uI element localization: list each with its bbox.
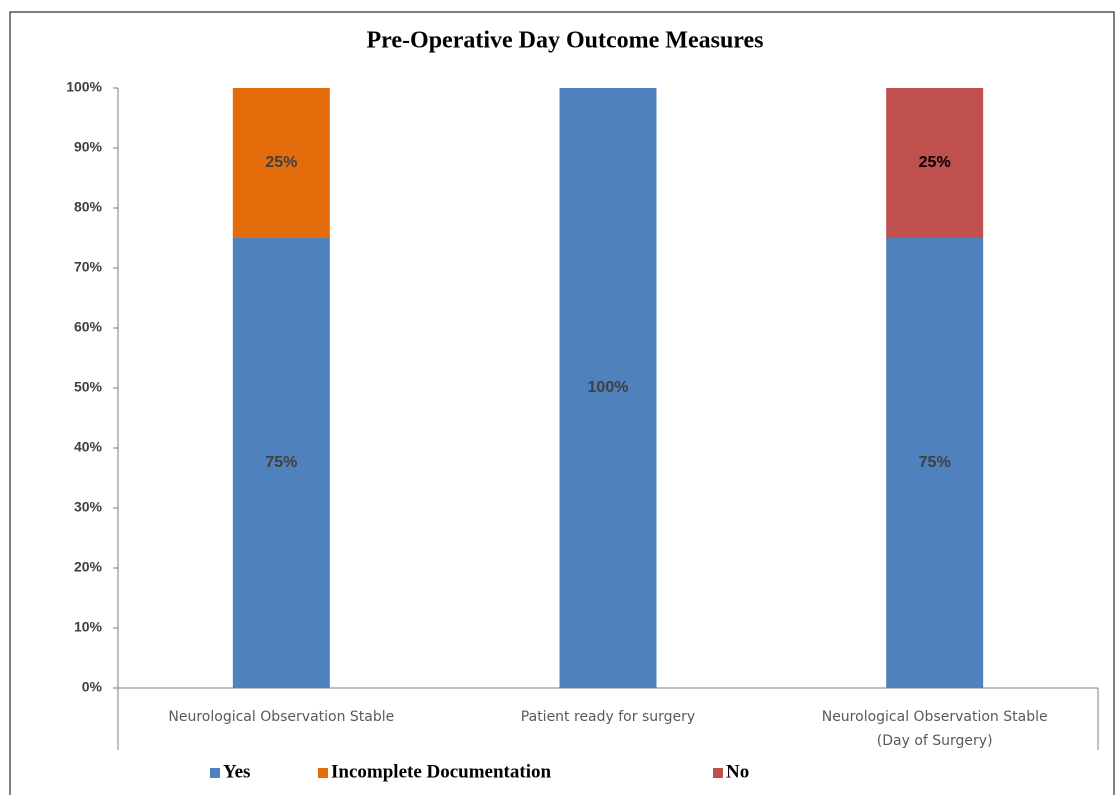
bar-segment: [886, 88, 984, 238]
x-tick-label: Patient ready for surgery: [520, 709, 696, 725]
y-tick-label: 50%: [74, 379, 103, 395]
y-tick-label: 10%: [74, 619, 103, 635]
x-tick-label: Neurological Observation Stable: [168, 709, 395, 725]
y-tick-label: 20%: [74, 559, 103, 575]
y-tick-label: 90%: [74, 139, 103, 155]
data-label: 75%: [919, 454, 951, 471]
bar-segment: [232, 88, 330, 238]
y-tick-label: 100%: [66, 79, 102, 95]
x-tick-label: Neurological Observation Stable (Day of …: [821, 709, 1048, 749]
legend-swatch: [713, 768, 723, 778]
data-label: 100%: [588, 379, 629, 396]
y-tick-label: 80%: [74, 199, 103, 215]
legend-swatch: [210, 768, 220, 778]
y-tick-label: 0%: [82, 679, 103, 695]
legend-label: Yes: [223, 761, 250, 782]
y-tick-label: 30%: [74, 499, 103, 515]
bar-segment: [232, 238, 330, 688]
y-tick-label: 60%: [74, 319, 103, 335]
data-label: 75%: [265, 454, 297, 471]
bar-segment: [886, 238, 984, 688]
y-tick-label: 40%: [74, 439, 103, 455]
y-tick-label: 70%: [74, 259, 103, 275]
legend-label: Incomplete Documentation: [331, 761, 551, 782]
data-label: 25%: [265, 154, 297, 171]
legend-swatch: [318, 768, 328, 778]
legend-label: No: [726, 761, 749, 782]
data-label: 25%: [919, 154, 951, 171]
chart-title: Pre-Operative Day Outcome Measures: [367, 28, 764, 54]
bar-segment: [559, 88, 657, 688]
